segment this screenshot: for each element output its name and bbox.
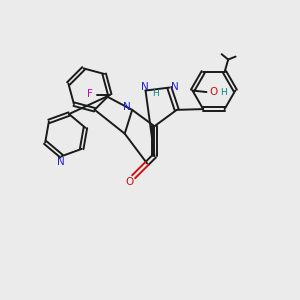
Text: N: N (171, 82, 178, 92)
Text: N: N (141, 82, 149, 92)
Text: F: F (88, 89, 93, 99)
Text: H: H (220, 88, 227, 97)
Text: N: N (123, 102, 131, 112)
Text: H: H (152, 89, 158, 98)
Text: O: O (125, 177, 133, 187)
Text: N: N (57, 157, 65, 166)
Text: O: O (210, 87, 218, 97)
